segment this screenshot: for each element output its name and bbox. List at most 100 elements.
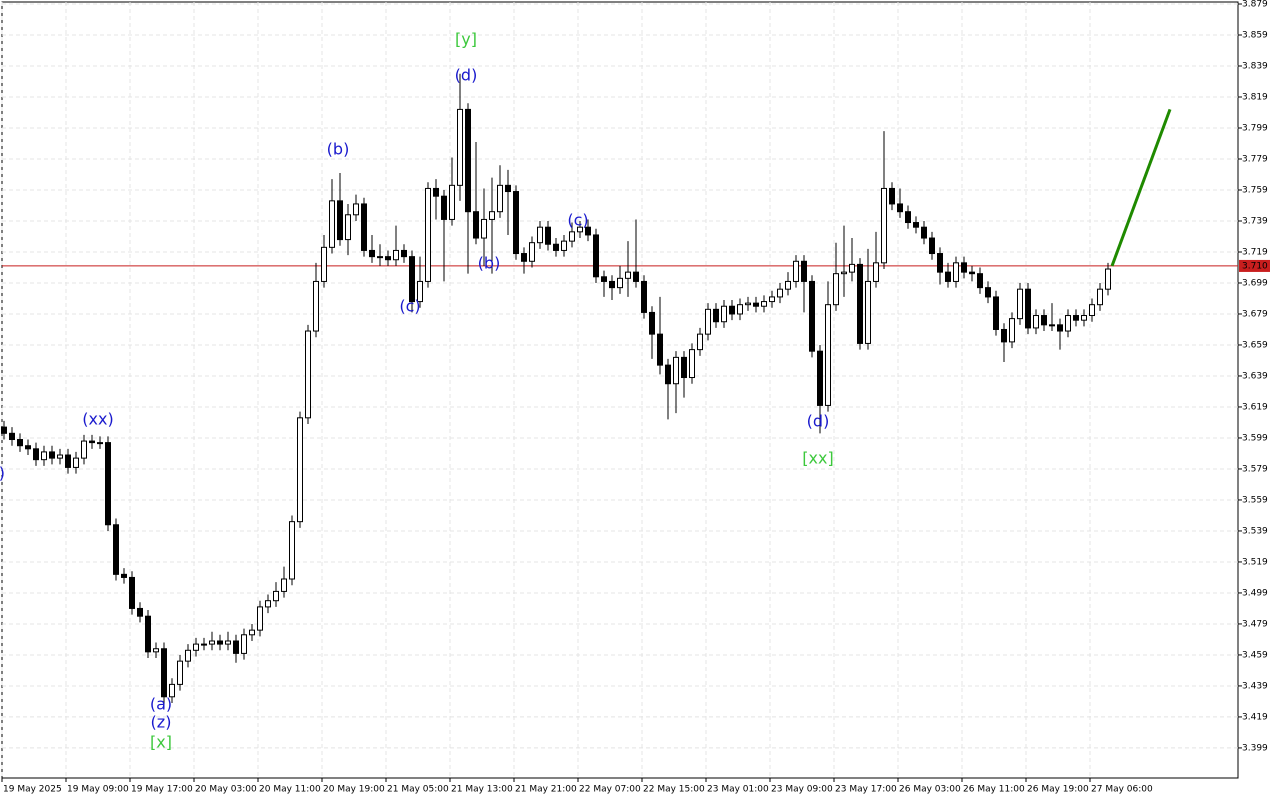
x-tick-label: 26 May 11:00 <box>963 785 1025 795</box>
y-tick-label: 3.679 <box>1242 309 1268 319</box>
candle-body <box>569 231 575 242</box>
candle-body <box>713 308 719 323</box>
candle-body <box>705 308 711 335</box>
y-tick-label: 3.579 <box>1242 464 1268 474</box>
candle-body <box>969 271 975 275</box>
candle-body <box>817 350 823 406</box>
candle-body <box>513 191 519 255</box>
candle-body <box>665 364 671 385</box>
wave-label: (c) <box>567 211 588 230</box>
candle-body <box>881 187 887 264</box>
candle-body <box>201 643 207 646</box>
candle-body <box>601 276 607 282</box>
y-tick-label: 3.619 <box>1242 402 1268 412</box>
candle-body <box>377 256 383 259</box>
candle-body <box>113 524 119 575</box>
x-tick-label: 22 May 15:00 <box>643 785 705 795</box>
candle-body <box>585 226 591 236</box>
candle-body <box>121 573 127 578</box>
candle-body <box>809 280 815 352</box>
candle-body <box>553 243 559 251</box>
candle-body <box>577 226 583 233</box>
wave-label: (c) <box>399 297 420 316</box>
candle-body <box>361 203 367 251</box>
wave-label: (a) <box>150 695 172 714</box>
y-tick-label: 3.639 <box>1242 371 1268 381</box>
wave-label: (d) <box>455 66 478 85</box>
wave-label: (b) <box>478 254 501 273</box>
candle-body <box>801 260 807 282</box>
y-tick-label: 3.719 <box>1242 247 1268 257</box>
x-tick-label: 27 May 06:00 <box>1091 785 1153 795</box>
candle-body <box>937 253 943 273</box>
candle-body <box>137 607 143 617</box>
y-tick-label: 3.659 <box>1242 340 1268 350</box>
candle-body <box>249 629 255 636</box>
candle-body <box>353 203 359 216</box>
candle-body <box>473 211 479 239</box>
candle-body <box>745 302 751 306</box>
candle-body <box>481 218 487 239</box>
y-tick-label: 3.459 <box>1242 650 1268 660</box>
candle-body <box>1001 328 1007 343</box>
wave-label: [xx] <box>802 449 833 468</box>
candle-body <box>33 448 39 461</box>
wave-label: [y] <box>455 30 477 49</box>
candle-body <box>633 271 639 282</box>
x-tick-label: 19 May 2025 <box>3 785 62 795</box>
candle-body <box>841 271 847 275</box>
candle-body <box>1089 304 1095 317</box>
candle-body <box>1065 315 1071 332</box>
y-tick-label: 3.699 <box>1242 278 1268 288</box>
candle-body <box>97 442 103 445</box>
wave-label: (d) <box>807 412 830 431</box>
y-tick-label: 3.559 <box>1242 495 1268 505</box>
candle-body <box>289 521 295 580</box>
candle-body <box>177 660 183 685</box>
candle-body <box>1 426 7 434</box>
candle-body <box>457 108 463 186</box>
current-price-label: 3.710 <box>1242 261 1268 271</box>
candle-body <box>409 256 415 303</box>
candle-body <box>401 249 407 258</box>
candle-body <box>281 578 287 592</box>
candle-body <box>681 356 687 379</box>
candle-body <box>545 226 551 245</box>
x-tick-label: 22 May 07:00 <box>579 785 641 795</box>
candle-body <box>721 305 727 323</box>
candle-body <box>913 222 919 228</box>
candle-body <box>489 211 495 220</box>
y-tick-label: 3.399 <box>1242 743 1268 753</box>
x-tick-label: 21 May 05:00 <box>387 785 449 795</box>
candle-body <box>385 256 391 261</box>
y-tick-label: 3.779 <box>1242 154 1268 164</box>
candle-body <box>433 187 439 197</box>
current-price-box <box>1239 259 1270 272</box>
candle-body <box>321 246 327 282</box>
candle-body <box>1105 268 1111 290</box>
candle-body <box>393 249 399 261</box>
plot-frame <box>1 1 1239 779</box>
candle-body <box>265 600 271 608</box>
candle-body <box>417 280 423 303</box>
candle-body <box>945 271 951 282</box>
candle-body <box>833 273 839 306</box>
y-tick-label: 3.859 <box>1242 31 1268 41</box>
y-tick-label: 3.499 <box>1242 588 1268 598</box>
candle-body <box>449 184 455 220</box>
candle-body <box>65 454 71 468</box>
candle-body <box>209 640 215 645</box>
candle-body <box>49 451 55 459</box>
candle-body <box>1049 324 1055 327</box>
candle-body <box>697 333 703 351</box>
candle-body <box>761 301 767 307</box>
candle-body <box>145 615 151 653</box>
candle-body <box>825 304 831 406</box>
candle-body <box>257 606 263 631</box>
y-tick-label: 3.839 <box>1242 62 1268 72</box>
candle-body <box>329 200 335 248</box>
candle-body <box>953 262 959 282</box>
candle-body <box>609 280 615 289</box>
x-tick-label: 23 May 09:00 <box>771 785 833 795</box>
